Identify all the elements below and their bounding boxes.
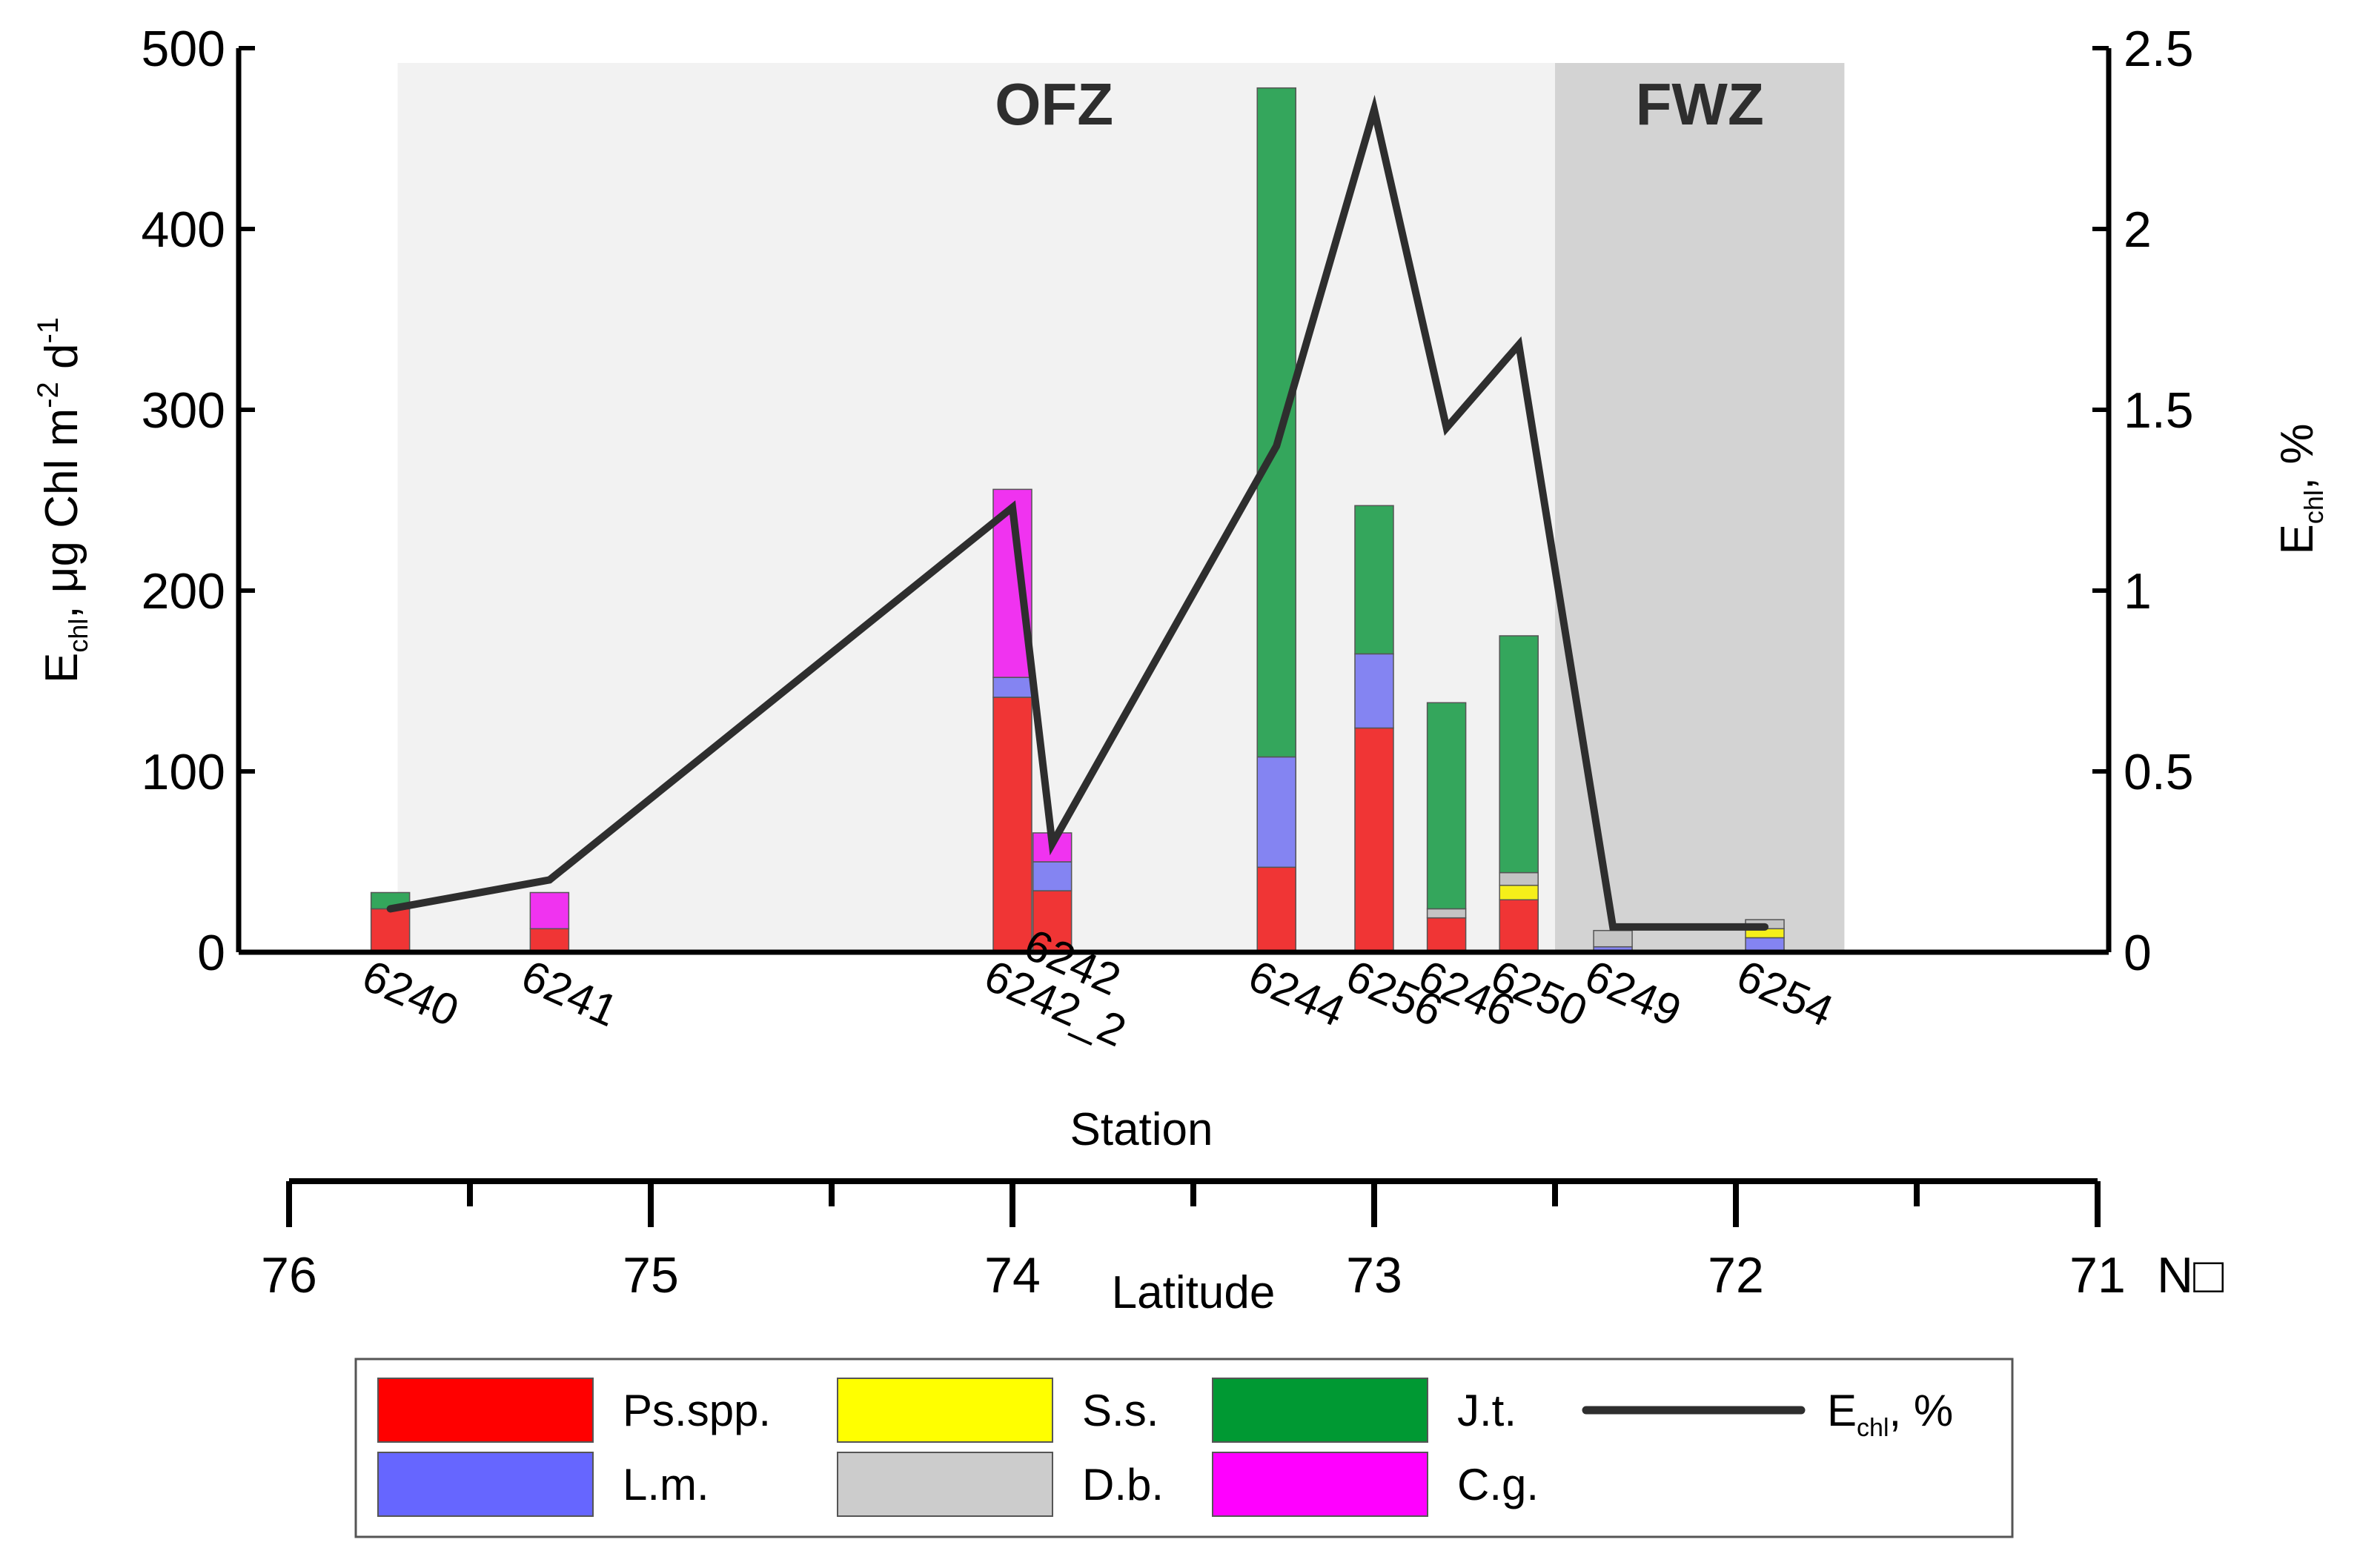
bar-6242_2-ps [992, 697, 1032, 953]
y-left-title-sub: chl [63, 619, 93, 653]
echl-line-group [386, 94, 1769, 931]
zone-label-fwz: FWZ [1636, 71, 1764, 137]
legend-box [354, 1358, 2014, 1538]
y-right-tick-label-0.5: 0.5 [2124, 744, 2194, 800]
legend-label-echl: Echl, % [1827, 1386, 1953, 1442]
latitude-tick-label-71: 71 [2069, 1247, 2126, 1303]
bar-6246-db [1426, 908, 1467, 919]
legend-swatch-ps [377, 1378, 594, 1443]
station-label-6241: 6241 [514, 951, 625, 1037]
legend-swatch-ss [837, 1378, 1053, 1443]
bar-6244-lm [1256, 756, 1296, 868]
legend-label-echl-main: E [1827, 1386, 1857, 1435]
bar-6241-cg [529, 891, 570, 930]
station-label-6249: 6249 [1578, 951, 1688, 1037]
echl-point-6240 [389, 908, 391, 910]
legend-label-db: D.b. [1082, 1460, 1164, 1509]
legend-label-cg: C.g. [1457, 1460, 1539, 1509]
y-left-tick-label-0: 0 [197, 925, 225, 981]
y-left-tick-label-300: 300 [142, 382, 225, 439]
legend-swatch-cg [1212, 1452, 1428, 1517]
echl-line [386, 94, 1769, 931]
latitude-tick-label-73: 73 [1346, 1247, 1402, 1303]
echl-point-6244 [1276, 445, 1278, 447]
echl-point-6246 [1445, 427, 1448, 429]
y-right-tick-label-2: 2 [2124, 202, 2152, 258]
y-left-axis-title: Echl, μg Chl m-2 d-1 [32, 317, 93, 683]
bar-6244-ps [1256, 866, 1296, 953]
y-right-tick-label-0: 0 [2124, 925, 2152, 981]
bar-6242_2-lm [992, 677, 1032, 698]
x-axis-title: Station [1070, 1104, 1213, 1155]
y-right-axis-title: Echl, % [2272, 424, 2329, 555]
bar-6256-jt [1354, 505, 1394, 655]
legend-swatch-db [837, 1452, 1053, 1517]
y-left-title-main: E [36, 653, 87, 683]
bar-6249-db [1593, 929, 1633, 948]
legend-label-ps: Ps.spp. [623, 1386, 771, 1435]
echl-point-6256 [1373, 108, 1375, 110]
legend-label-echl-rest: , % [1889, 1386, 1954, 1435]
station-label-6240: 6240 [355, 951, 465, 1037]
legend-label-lm: L.m. [623, 1460, 709, 1509]
station-label-6244: 6244 [1242, 951, 1352, 1037]
y-left-title-sup1: -2 [32, 382, 64, 408]
y-left-tick-label-500: 500 [142, 21, 225, 77]
y-left-tick-label-200: 200 [142, 563, 225, 619]
y-right-tick-label-1.5: 1.5 [2124, 382, 2194, 439]
station-label-6254: 6254 [1730, 951, 1840, 1037]
echl-point-6249 [1612, 926, 1614, 928]
latitude-tick-label-75: 75 [623, 1247, 679, 1303]
bar-6250-ss [1499, 884, 1539, 900]
bar-6250-jt [1499, 635, 1539, 874]
echl-point-6250 [1518, 344, 1520, 346]
latitude-axis-title: Latitude [1112, 1267, 1276, 1318]
legend-label-jt: J.t. [1457, 1386, 1516, 1435]
legend-swatch-jt [1212, 1378, 1428, 1443]
bar-6246-ps [1426, 917, 1467, 953]
echl-point-6241 [548, 879, 551, 881]
bar-6246-jt [1426, 702, 1467, 910]
legend-label-ss: S.s. [1082, 1386, 1158, 1435]
latitude-tick-label-72: 72 [1708, 1247, 1764, 1303]
legend-label-echl-sub: chl [1857, 1414, 1889, 1442]
latitude-tick-label-76: 76 [261, 1247, 317, 1303]
zone-backgrounds: OFZ FWZ [397, 63, 1845, 952]
stacked-bars [370, 87, 1785, 953]
bar-6250-ps [1499, 899, 1539, 953]
latitude-axis: 76 75 74 73 72 71 Latitude N□ [261, 1178, 2224, 1318]
echl-point-6242_2 [1012, 506, 1013, 508]
bar-6256-ps [1354, 727, 1394, 953]
echl-point-6242 [1051, 843, 1053, 845]
bar-6244-jt [1256, 87, 1296, 758]
legend-swatch-lm [377, 1452, 594, 1517]
y-right-title-main: E [2272, 524, 2323, 554]
y-left-title-mid: d [36, 344, 87, 382]
y-left-title-rest: , μg Chl m [36, 408, 87, 619]
y-right-title-rest: , % [2272, 424, 2323, 491]
bar-6256-lm [1354, 653, 1394, 729]
latitude-unit-label: N□ [2157, 1247, 2224, 1303]
echl-point-6254 [1764, 926, 1766, 928]
bar-6242-lm [1032, 861, 1073, 891]
y-right-tick-label-1: 1 [2124, 563, 2152, 619]
y-left-tick-label-400: 400 [142, 202, 225, 258]
latitude-tick-label-74: 74 [984, 1247, 1041, 1303]
y-left-title-sup2: -1 [32, 317, 64, 344]
zone-label-ofz: OFZ [995, 71, 1113, 137]
bar-6241-ps [529, 928, 570, 953]
bar-6250-db [1499, 871, 1539, 886]
legend: Ps.spp. L.m. S.s. D.b. J.t. C.g. Echl, % [354, 1358, 2014, 1538]
zone-fwz-band [1555, 63, 1845, 952]
y-right-title-sub: chl [2298, 490, 2329, 524]
bar-6240-ps [370, 908, 411, 953]
y-left-tick-label-100: 100 [142, 744, 225, 800]
y-right-tick-label-2.5: 2.5 [2124, 21, 2194, 77]
